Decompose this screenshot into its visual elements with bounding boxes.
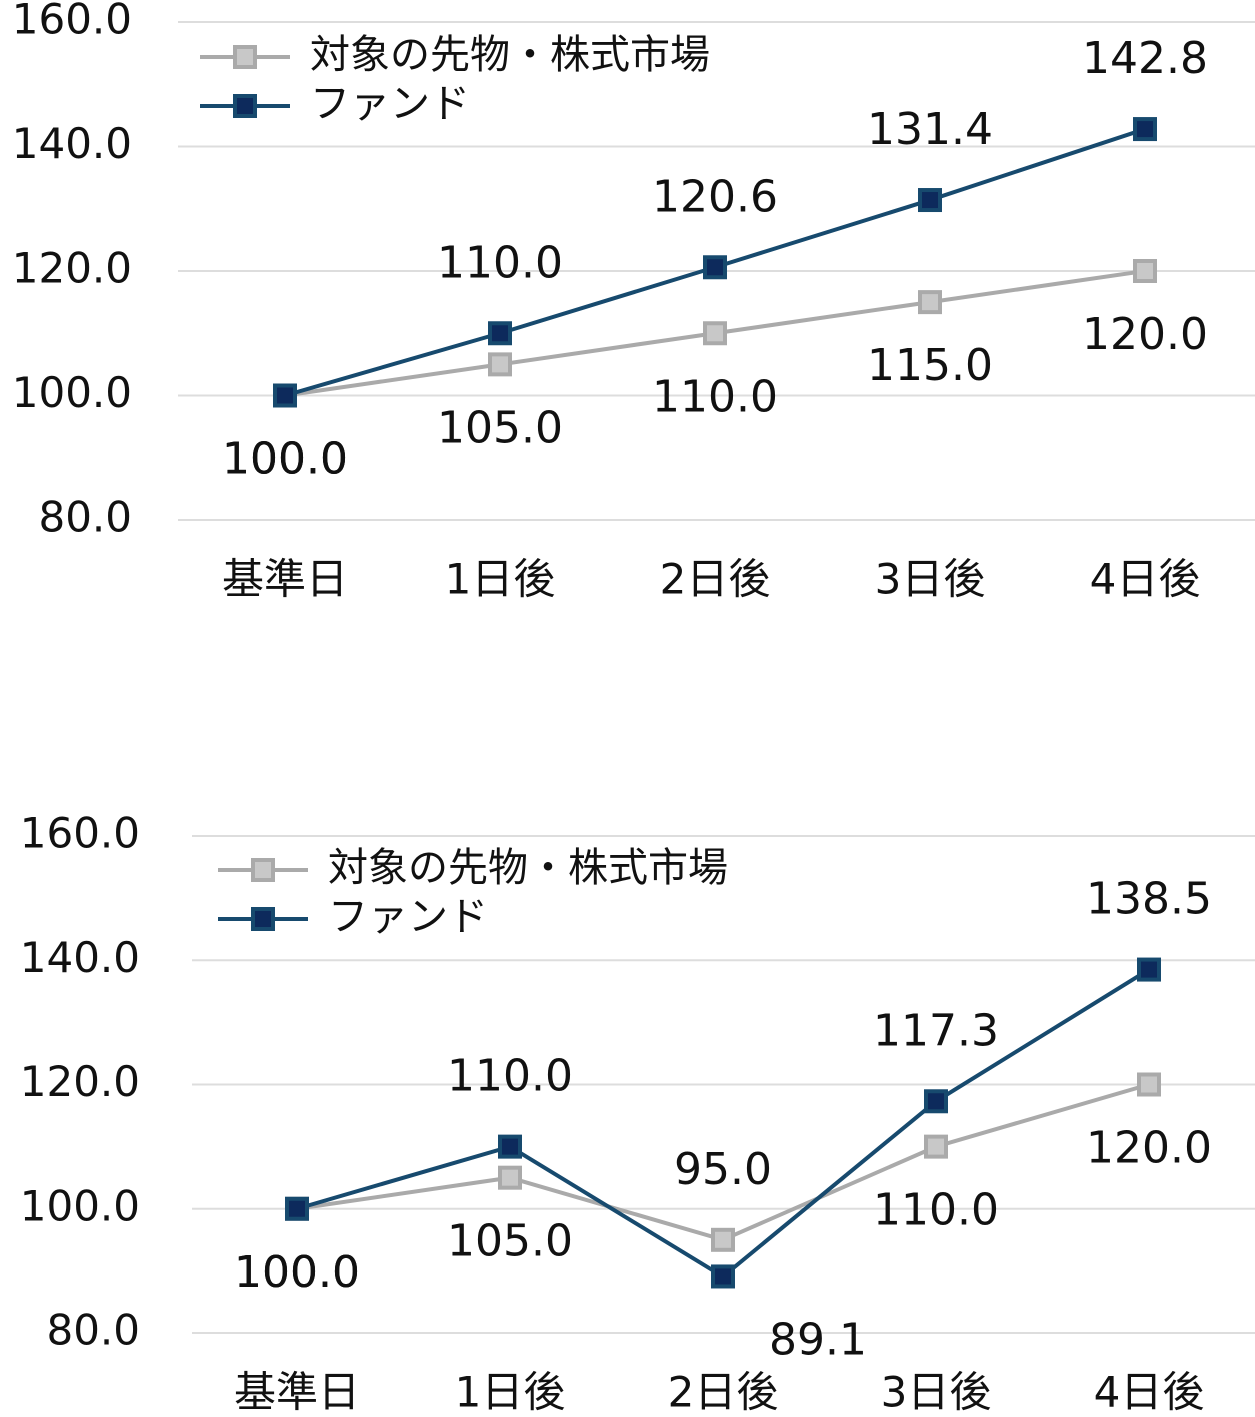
legend-label: ファンド [310,81,470,127]
point-marker [498,1134,522,1159]
data-label: 120.0 [1082,309,1208,360]
legend-marker [233,94,257,118]
legend-marker [251,858,275,882]
legend-marker [233,45,257,69]
x-tick-label: 3日後 [875,555,986,604]
data-label: 100.0 [234,1247,360,1298]
point-marker [498,1165,522,1190]
point-marker [1137,957,1161,982]
point-marker [1133,117,1157,142]
legend-label: ファンド [328,894,488,940]
y-tick-label: 120.0 [12,244,132,293]
y-tick-label: 80.0 [38,493,132,542]
x-tick-label: 1日後 [455,1368,566,1417]
point-marker [285,1196,309,1221]
data-label: 100.0 [222,434,348,485]
y-tick-label: 120.0 [20,1057,140,1106]
data-label: 115.0 [867,340,993,391]
data-label: 110.0 [437,237,563,288]
x-tick-label: 基準日 [222,555,348,604]
data-label: 110.0 [652,371,778,422]
data-label: 105.0 [447,1216,573,1267]
data-label: 120.0 [1086,1123,1212,1174]
point-marker [918,290,942,315]
x-tick-label: 2日後 [660,555,771,604]
data-label: 110.0 [447,1051,573,1102]
x-tick-label: 4日後 [1090,555,1201,604]
point-marker [703,321,727,346]
data-label: 95.0 [674,1144,772,1195]
data-label: 110.0 [873,1185,999,1236]
legend-label: 対象の先物・株式市場 [310,32,710,78]
y-tick-label: 100.0 [12,368,132,417]
data-label: 131.4 [867,104,993,155]
point-marker [488,352,512,377]
y-tick-label: 160.0 [12,0,132,44]
data-label: 120.6 [652,171,778,222]
point-marker [924,1134,948,1159]
legend-label: 対象の先物・株式市場 [328,845,728,891]
y-tick-label: 160.0 [20,809,140,858]
x-tick-label: 2日後 [668,1368,779,1417]
x-tick-label: 基準日 [234,1368,360,1417]
y-tick-label: 80.0 [46,1306,140,1355]
y-tick-label: 100.0 [20,1181,140,1230]
point-marker [918,188,942,213]
y-tick-label: 140.0 [20,933,140,982]
data-label: 100.0 [234,1247,360,1298]
data-label: 138.5 [1086,874,1212,925]
data-label: 117.3 [873,1005,999,1056]
point-marker [488,321,512,346]
point-marker [273,383,297,408]
y-tick-label: 140.0 [12,119,132,168]
point-marker [1133,259,1157,283]
x-tick-label: 3日後 [881,1368,992,1417]
point-marker [924,1089,948,1114]
point-marker [1137,1072,1161,1097]
data-label: 100.0 [222,434,348,485]
data-label: 89.1 [769,1314,867,1365]
data-label: 105.0 [437,402,563,453]
data-label: 142.8 [1082,33,1208,84]
point-marker [711,1227,735,1252]
point-marker [703,255,727,280]
legend-marker [251,907,275,931]
point-marker [711,1264,735,1289]
x-tick-label: 1日後 [445,555,556,604]
x-tick-label: 4日後 [1094,1368,1205,1417]
